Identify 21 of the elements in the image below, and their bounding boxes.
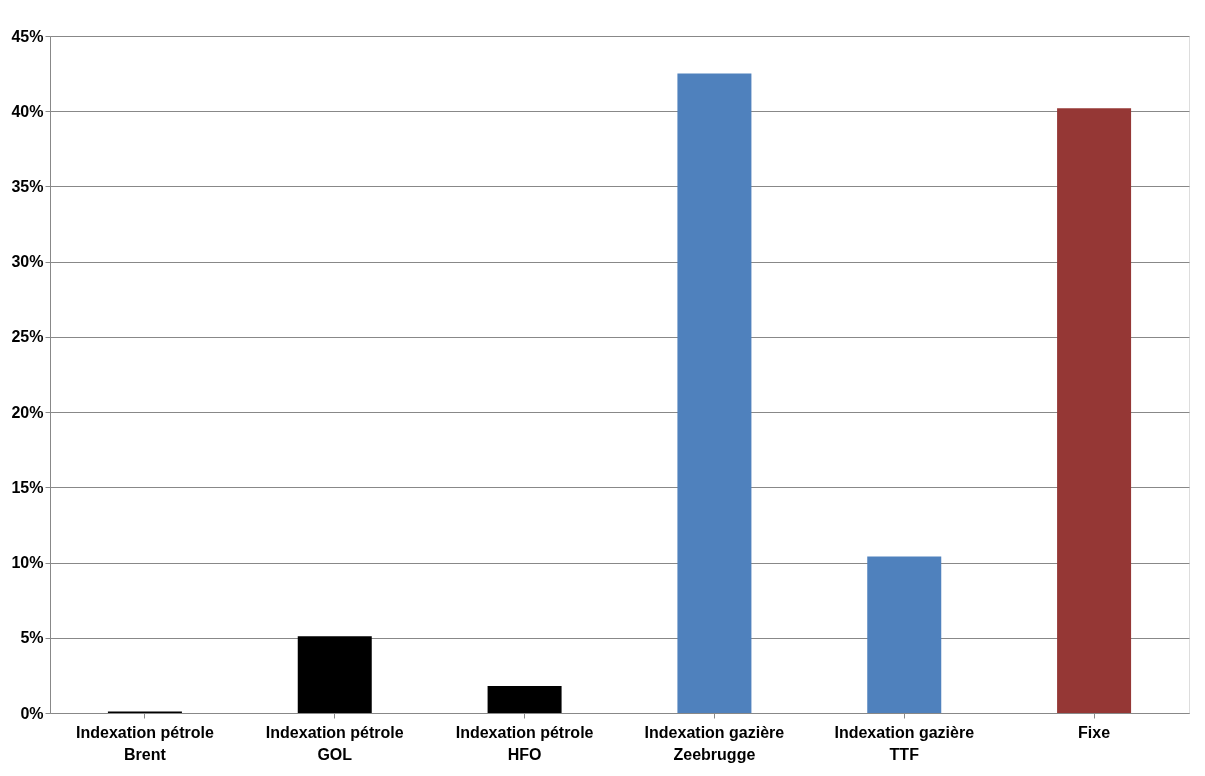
x-tick-label: Indexation pétrole Brent <box>76 723 214 763</box>
y-tick-label: 35% <box>11 177 44 195</box>
bar <box>867 556 942 713</box>
bar <box>1057 108 1132 713</box>
x-tick-label: Fixe <box>1078 723 1111 741</box>
y-tick-label: 30% <box>11 253 44 271</box>
bar <box>297 636 372 713</box>
x-tick-label: Indexation pétrole GOL <box>265 723 404 763</box>
y-tick-label: 25% <box>11 328 44 346</box>
y-tick-label: 45% <box>11 27 44 45</box>
bar <box>487 685 562 713</box>
y-tick-label: 40% <box>11 102 44 120</box>
x-tick-label: Indexation gazière TTF <box>834 723 975 763</box>
y-tick-label: 15% <box>11 478 44 496</box>
y-tick-label: 20% <box>11 403 44 421</box>
x-tick-label: Indexation pétrole HFO <box>455 723 594 763</box>
y-tick-label: 10% <box>11 554 44 572</box>
bar <box>677 73 752 713</box>
y-tick-label: 0% <box>20 704 44 722</box>
y-tick-label: 5% <box>20 629 44 647</box>
x-tick-label: Indexation gazière Zeebrugge <box>644 723 785 763</box>
